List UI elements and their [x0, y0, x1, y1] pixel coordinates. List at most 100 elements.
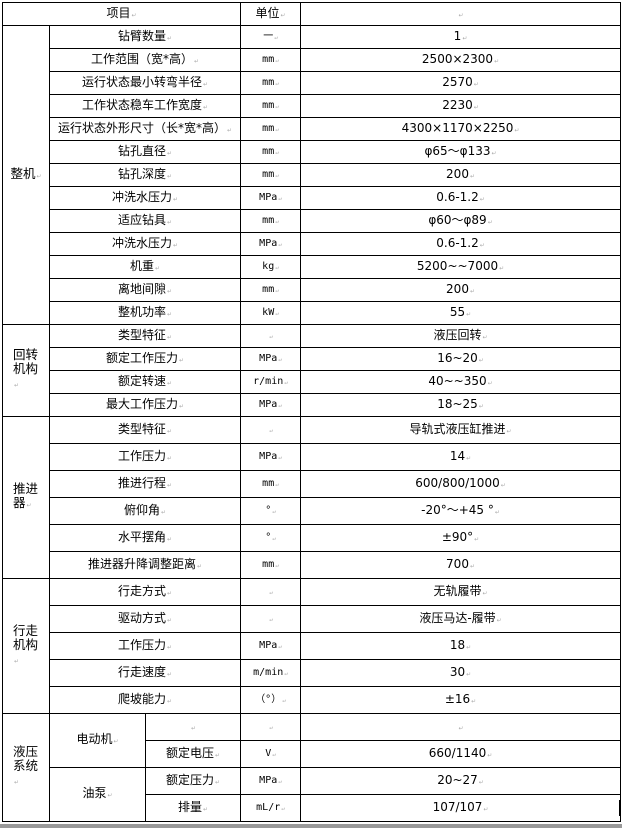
item-cell-text: 爬坡能力 [118, 692, 172, 706]
unit-cell-text: ° [265, 505, 276, 516]
item-cell-text: 推进行程 [118, 476, 172, 490]
section-label: 推进器 [2, 416, 50, 579]
item-cell-text: 钻臂数量 [118, 29, 172, 43]
unit-cell-text: MPa [259, 640, 282, 651]
value-cell: ±90° [300, 524, 622, 552]
value-cell-text: 2230 [442, 98, 479, 112]
value-cell: φ65～φ133 [300, 140, 622, 164]
value-cell-text: 导轨式液压缸推进 [409, 422, 511, 436]
table-row: 机重 kg 5200~~7000 [3, 255, 622, 279]
unit-cell-text: mm [262, 77, 279, 88]
value-cell-text: 2570 [442, 75, 479, 89]
value-cell: 2570 [300, 71, 622, 95]
value-cell-text: 700 [446, 557, 475, 571]
value-cell: 600/800/1000 [300, 470, 622, 498]
item-cell-text: 工作压力 [118, 449, 172, 463]
unit-cell-text [268, 613, 273, 624]
value-cell [300, 713, 622, 741]
item-cell-text: 额定工作压力 [106, 351, 184, 365]
item-cell-text: 最大工作压力 [106, 397, 184, 411]
item-cell-text: 运行状态最小转弯半径 [82, 75, 208, 89]
section-label: 回转机构 [2, 324, 50, 417]
item-cell: 排量 [144, 794, 242, 822]
table-row: 回转机构 类型特征 液压回转 [2, 324, 622, 417]
item-cell-text [190, 719, 196, 733]
item-cell-text: 冲洗水压力 [112, 190, 178, 204]
unit-cell-text: mm [262, 215, 279, 226]
item-cell: 工作范围（宽*高） [48, 48, 242, 72]
table-row: 冲洗水压力 MPa 0.6-1.2 [3, 186, 622, 210]
item-cell-text: 额定压力 [166, 773, 220, 787]
unit-cell-text: mm [262, 146, 279, 157]
table-row: 冲洗水压力 MPa 0.6-1.2 [3, 232, 622, 256]
unit-cell-text [268, 424, 273, 435]
unit-cell-text: 一 [263, 31, 278, 42]
unit-cell: mm [240, 140, 302, 164]
value-cell-text: 液压回转 [433, 328, 487, 342]
value-cell-text: 0.6-1.2 [436, 190, 485, 204]
item-cell: 整机功率 [48, 301, 242, 325]
item-cell: 行走方式 [48, 578, 242, 606]
item-cell: 额定压力 [144, 767, 242, 795]
group-label: 油泵 [49, 767, 146, 822]
unit-cell: MPa [240, 232, 302, 256]
value-cell: 16~20 [300, 347, 622, 371]
value-cell-text [458, 719, 464, 733]
unit-cell-text: V [265, 748, 276, 759]
value-cell: φ60～φ89 [300, 209, 622, 233]
value-cell: 2230 [300, 94, 622, 118]
value-cell-text: 2500×2300 [422, 52, 499, 66]
item-cell [144, 713, 242, 741]
value-cell: 30 [300, 659, 622, 687]
value-cell-text: 55 [450, 305, 471, 319]
table-row: 整机功率 kW 55 [3, 301, 622, 325]
item-cell: 冲洗水压力 [48, 232, 242, 256]
value-cell: 14 [300, 443, 622, 471]
table-row: 推进器 类型特征 导轨式液压缸推进 [2, 416, 622, 579]
value-cell: 200 [300, 163, 622, 187]
unit-cell-text: mm [262, 100, 279, 111]
value-cell: 液压马达-履带 [300, 605, 622, 633]
unit-cell: MPa [240, 347, 302, 371]
unit-cell: mm [240, 117, 302, 141]
group-label: 电动机 [49, 713, 146, 768]
item-cell-text: 推进器升降调整距离 [88, 557, 202, 571]
value-cell: 液压回转 [300, 324, 622, 348]
text-cursor [619, 800, 621, 816]
unit-cell [240, 605, 302, 633]
value-cell: ±16 [300, 686, 622, 714]
item-cell: 工作压力 [48, 443, 242, 471]
unit-cell: mm [240, 71, 302, 95]
item-cell-text: 运行状态外形尺寸（长*宽*高） [58, 121, 232, 135]
item-cell-text: 工作压力 [118, 638, 172, 652]
value-cell: 200 [300, 278, 622, 302]
unit-cell-text: mm [262, 169, 279, 180]
unit-cell [240, 416, 302, 444]
item-cell-text: 行走速度 [118, 665, 172, 679]
section-label-text: 行走机构 [13, 623, 39, 669]
value-cell-text: φ65～φ133 [424, 144, 496, 158]
table-row: 行走速度 m/min 30 [3, 659, 622, 687]
unit-cell-text: mm [262, 54, 279, 65]
section-label-text: 整机 [10, 166, 41, 181]
unit-cell: mL/r [240, 794, 302, 822]
value-cell: 107/107 [300, 794, 622, 822]
unit-cell: ° [240, 497, 302, 525]
value-cell-text: 18 [450, 638, 471, 652]
value-cell-text: 660/1140 [429, 746, 493, 760]
unit-cell: mm [240, 551, 302, 579]
item-cell: 钻孔深度 [48, 163, 242, 187]
unit-cell [240, 324, 302, 348]
item-cell: 推进器升降调整距离 [48, 551, 242, 579]
value-cell: 2500×2300 [300, 48, 622, 72]
item-cell-text: 机重 [130, 259, 160, 273]
unit-cell: m/min [240, 659, 302, 687]
value-cell-text: ±16 [445, 692, 476, 706]
table-row: 离地间隙 mm 200 [3, 278, 622, 302]
value-cell: 5200~~7000 [300, 255, 622, 279]
item-cell-text: 离地间隙 [118, 282, 172, 296]
section-label-text: 推进器 [13, 482, 39, 513]
item-cell-text: 类型特征 [118, 328, 172, 342]
table-row: 推进行程 mm 600/800/1000 [3, 470, 622, 498]
